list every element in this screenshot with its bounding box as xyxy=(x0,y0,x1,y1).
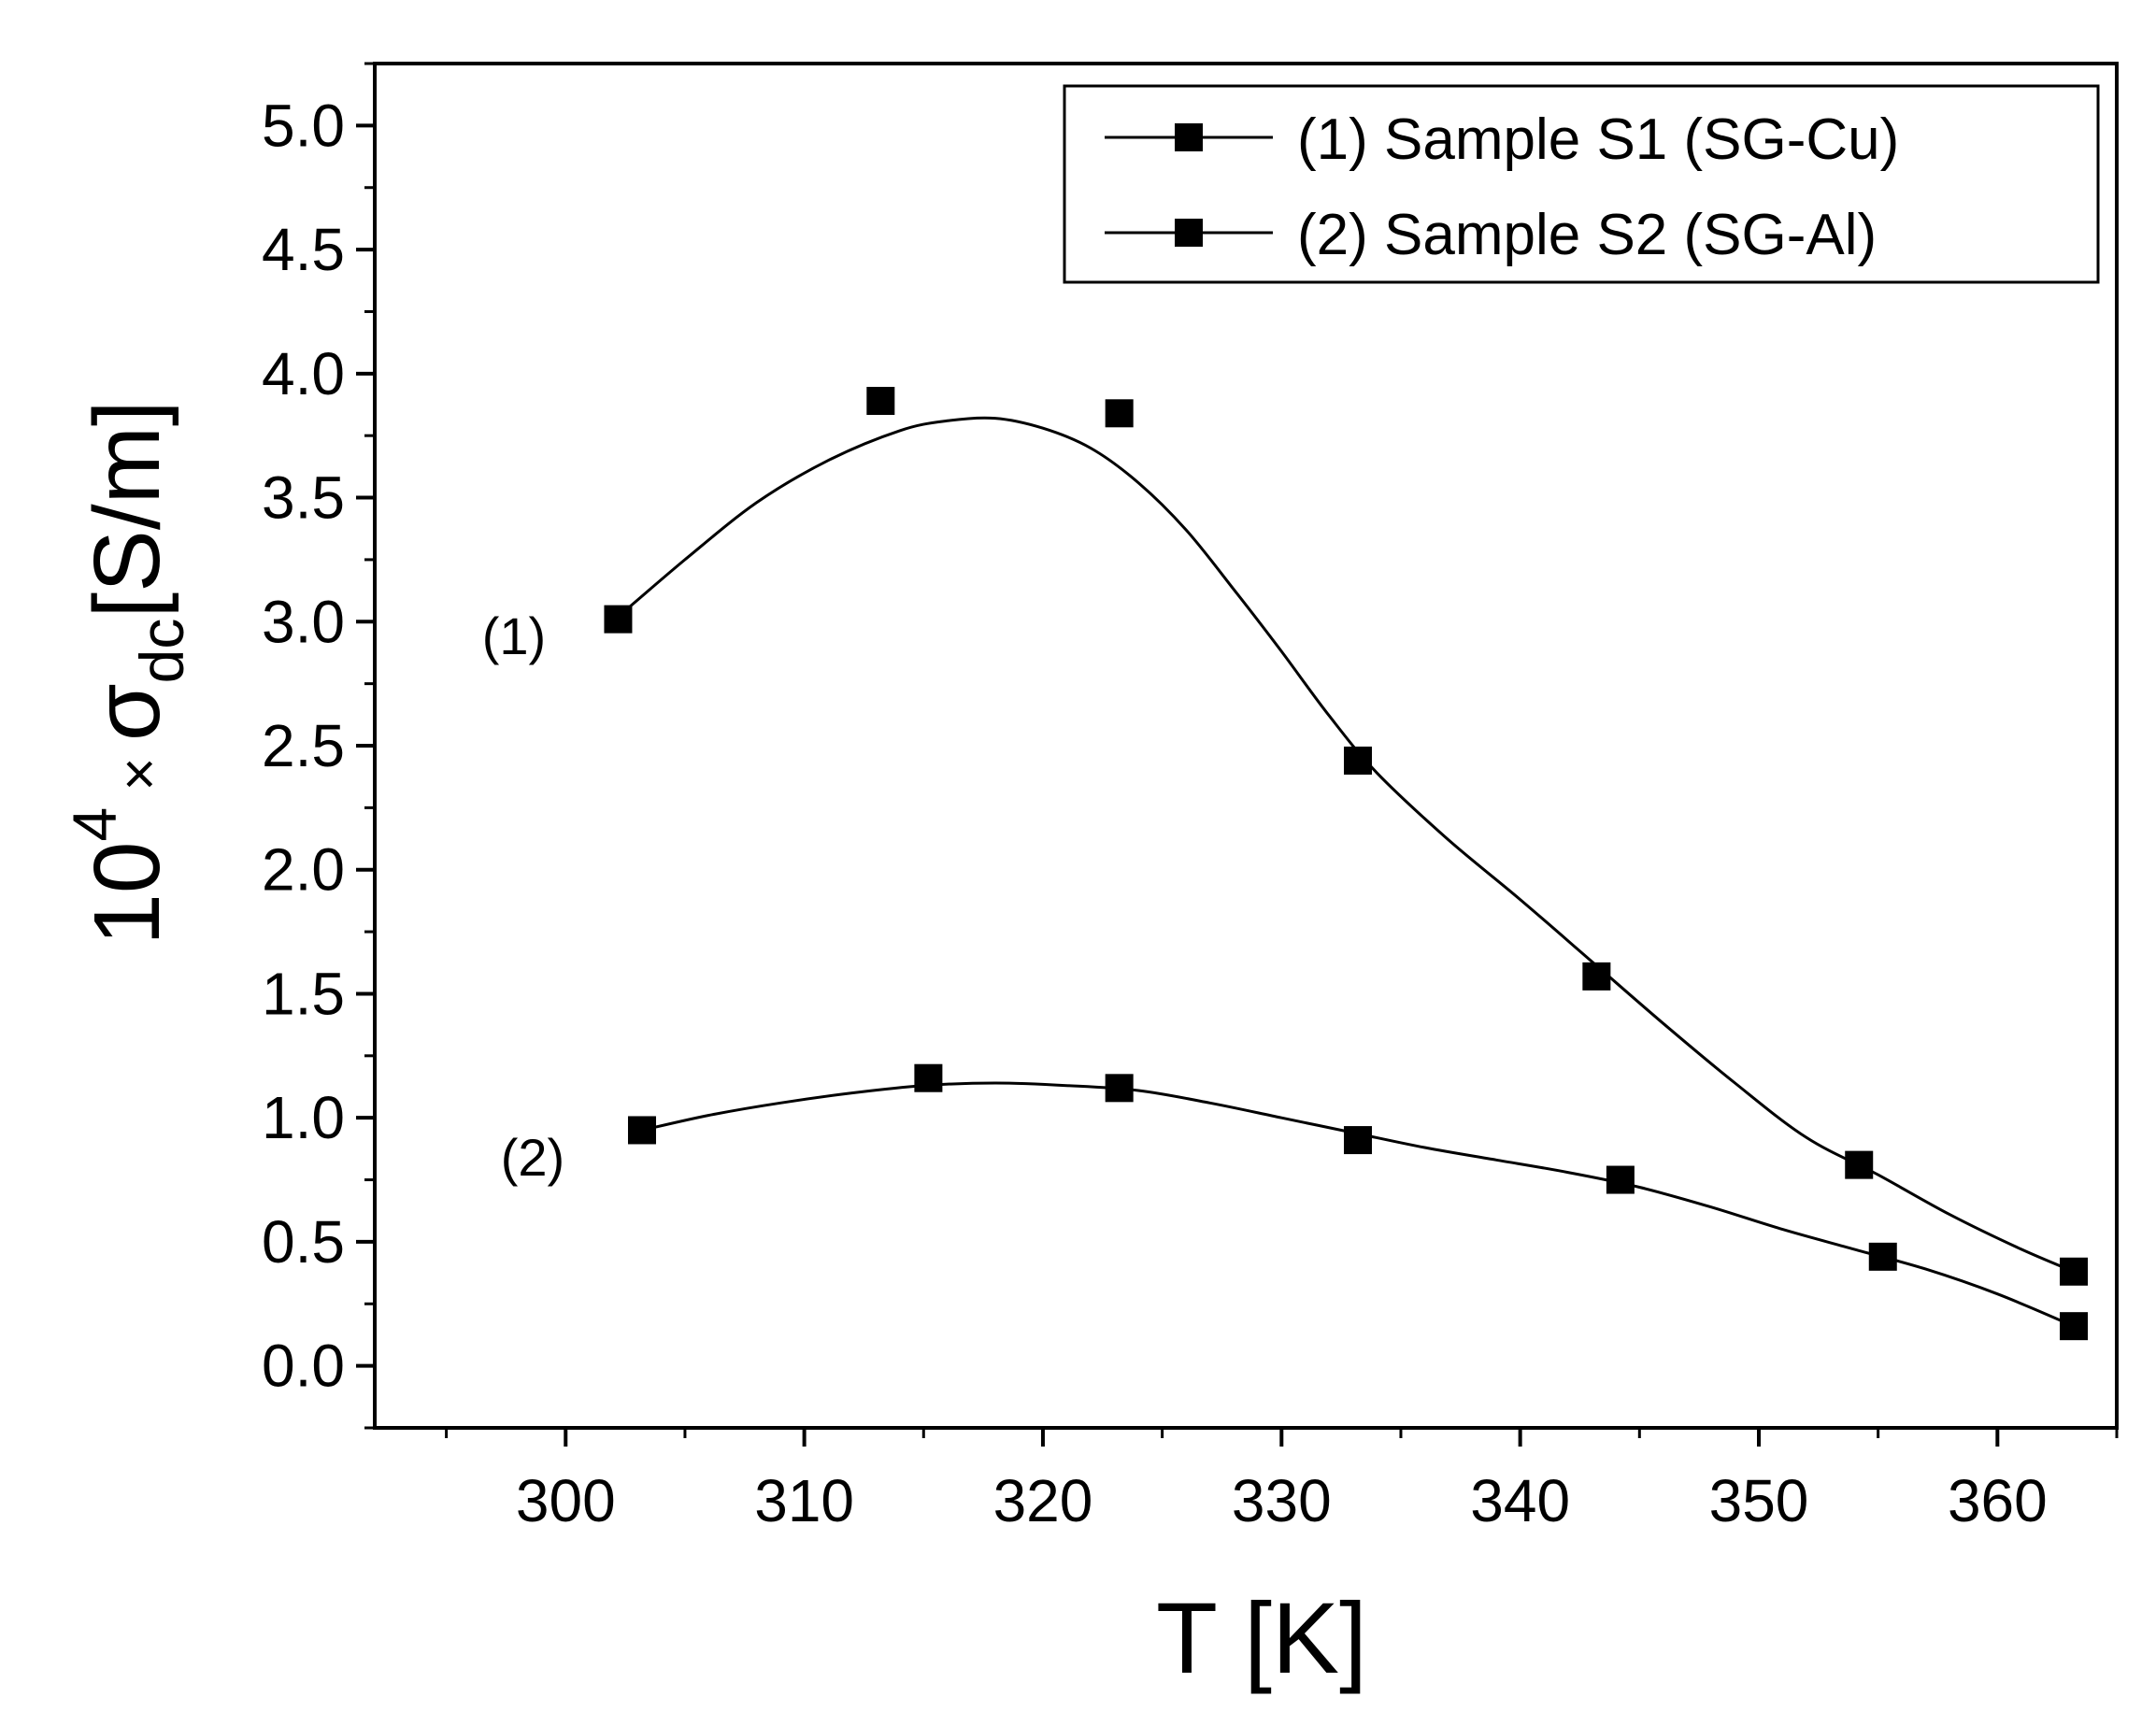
data-point-series-1 xyxy=(604,605,633,634)
data-point-series-2 xyxy=(914,1063,943,1092)
x-tick-label: 310 xyxy=(754,1467,854,1534)
x-tick-label: 330 xyxy=(1232,1467,1332,1534)
data-point-series-2 xyxy=(627,1116,656,1145)
legend: (1) Sample S1 (SG-Cu) (2) Sample S2 (SG-… xyxy=(1063,84,2100,284)
data-point-series-2 xyxy=(2060,1312,2089,1341)
legend-label-series-2: (2) Sample S2 (SG-Al) xyxy=(1297,203,1877,267)
x-tick-label: 340 xyxy=(1470,1467,1570,1534)
legend-marker-series-2 xyxy=(1175,219,1203,247)
x-tick-label: 300 xyxy=(516,1467,616,1534)
x-tick-label: 320 xyxy=(993,1467,1093,1534)
y-tick-label: 0.5 xyxy=(262,1208,345,1276)
data-point-series-1 xyxy=(866,387,895,416)
data-point-series-1 xyxy=(1105,399,1134,428)
data-markers xyxy=(604,387,2089,1341)
data-point-series-1 xyxy=(1845,1150,1874,1179)
y-tick-label: 0.0 xyxy=(262,1333,345,1400)
data-point-series-1 xyxy=(1344,746,1373,775)
data-point-series-2 xyxy=(1868,1242,1897,1271)
y-axis-title-exponent: 4 xyxy=(60,807,129,842)
legend-entry-series-2: (2) Sample S2 (SG-Al) xyxy=(1105,203,1877,267)
y-tick-label: 1.0 xyxy=(262,1084,345,1151)
legend-marker-series-1 xyxy=(1175,123,1203,151)
y-axis-title-subscript: dc xyxy=(127,619,196,684)
data-point-series-1 xyxy=(2060,1257,2089,1286)
data-point-series-1 xyxy=(1582,962,1611,991)
y-tick-label: 4.5 xyxy=(262,216,345,283)
y-axis-title-base: 10 xyxy=(75,841,179,945)
x-tick-label: 360 xyxy=(1948,1467,2048,1534)
y-tick-label: 3.0 xyxy=(262,588,345,655)
data-point-series-2 xyxy=(1344,1126,1373,1155)
y-tick-label: 1.5 xyxy=(262,960,345,1027)
x-axis-title: T [K] xyxy=(1156,1581,1367,1694)
legend-entry-series-1: (1) Sample S1 (SG-Cu) xyxy=(1105,107,1899,172)
data-point-series-2 xyxy=(1606,1165,1635,1194)
y-tick-label: 3.5 xyxy=(262,464,345,532)
fit-curve-series-1 xyxy=(617,416,2075,1274)
curve-label-series-2: (2) xyxy=(501,1128,564,1187)
y-axis-title-times: × xyxy=(107,741,172,807)
y-axis: 0.0 0.5 1.0 1.5 2.0 2.5 3.0 3.5 4.0 4.5 5.0 xyxy=(262,62,375,1430)
y-tick-label: 2.5 xyxy=(262,712,345,779)
y-axis-title: 104 × σdc[S/m] xyxy=(60,400,196,945)
x-tick-label: 350 xyxy=(1709,1467,1809,1534)
legend-label-series-1: (1) Sample S1 (SG-Cu) xyxy=(1297,107,1899,172)
data-point-series-2 xyxy=(1105,1074,1134,1103)
y-axis-title-unit: [S/m] xyxy=(75,400,179,618)
y-tick-label: 2.0 xyxy=(262,836,345,904)
y-tick-label: 5.0 xyxy=(262,92,345,159)
curve-label-series-1: (1) xyxy=(482,606,546,665)
legend-box xyxy=(1063,84,2100,284)
y-tick-label: 4.0 xyxy=(262,340,345,407)
y-axis-title-sigma: σ xyxy=(75,683,179,741)
x-axis: 300 310 320 330 340 350 360 xyxy=(445,1428,2119,1534)
